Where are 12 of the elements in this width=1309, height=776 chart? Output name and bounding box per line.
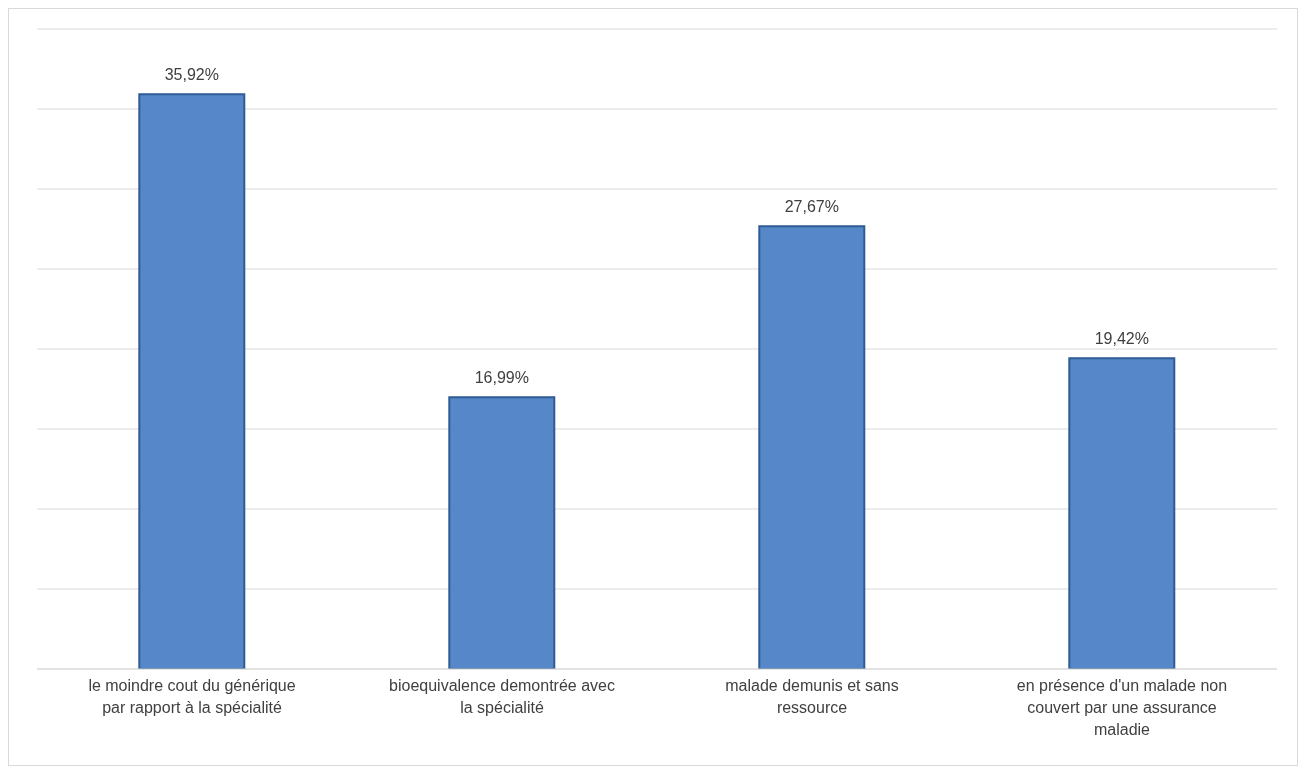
data-label: 16,99% — [474, 369, 529, 387]
x-tick-label: malade demunis et sans ressource — [725, 677, 899, 716]
data-label: 19,42% — [1094, 330, 1149, 348]
x-tick-label: bioequivalence demontrée avec la spécialité — [389, 677, 615, 716]
bar — [758, 225, 866, 669]
bar — [448, 396, 556, 669]
bar — [1068, 357, 1176, 669]
bar — [138, 93, 246, 669]
x-tick-label: en présence d'un malade non couvert par une assurance maladie — [1016, 677, 1228, 738]
data-label: 27,67% — [784, 198, 839, 216]
x-tick-label: le moindre cout du générique par rapport à la spécialité — [88, 677, 296, 716]
data-label: 35,92% — [164, 66, 219, 84]
